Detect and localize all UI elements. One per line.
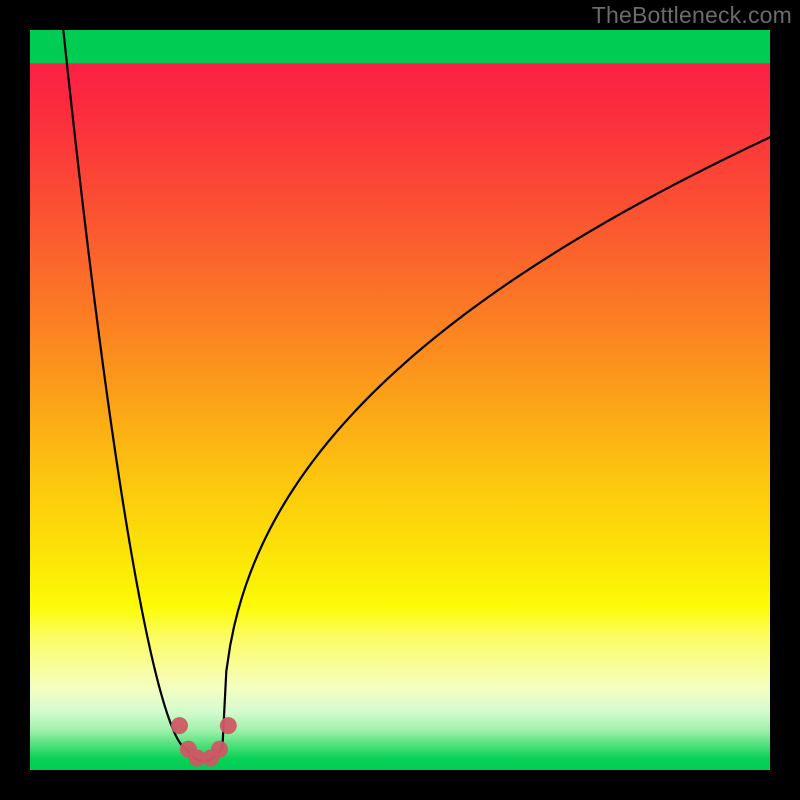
plot-area: [30, 30, 770, 770]
plot-svg: [30, 30, 770, 770]
watermark-label: TheBottleneck.com: [592, 2, 792, 29]
data-marker: [220, 717, 237, 734]
gradient-background: [30, 30, 770, 770]
data-marker: [171, 717, 188, 734]
chart-canvas: TheBottleneck.com: [0, 0, 800, 800]
green-band: [30, 30, 770, 63]
data-marker: [211, 741, 228, 758]
